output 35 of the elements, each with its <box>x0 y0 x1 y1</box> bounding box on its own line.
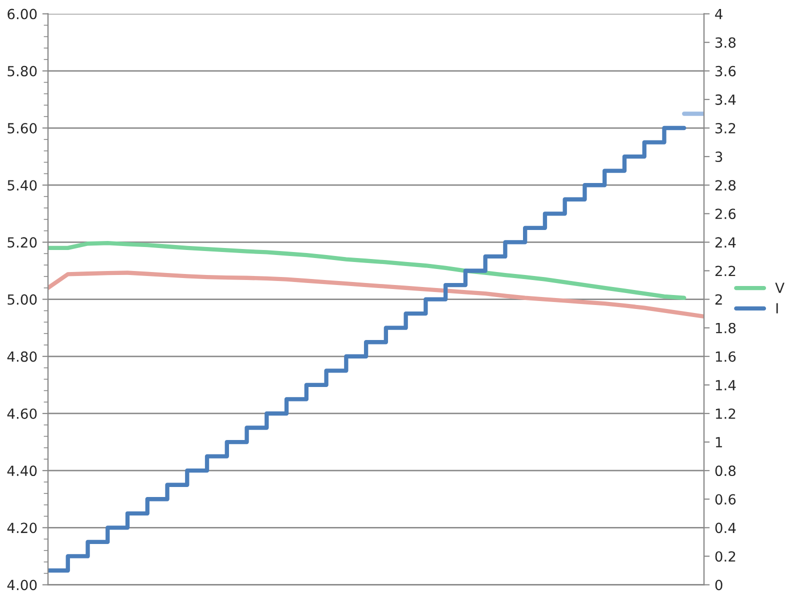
y-tick-label: 4.00 <box>7 580 37 590</box>
y-tick-label: 4.20 <box>7 522 37 534</box>
y2-tick-label: 1.6 <box>716 351 736 362</box>
y2-tick-label: 3 <box>715 152 722 162</box>
y-tick-label: 4.40 <box>7 466 37 476</box>
y2-tick-label: 0 <box>715 580 722 590</box>
y-tick-label: 5.60 <box>8 122 37 134</box>
y2-tick-label: 0.2 <box>715 551 736 562</box>
y2-tick-label: 1.8 <box>716 322 736 334</box>
legend-label: V <box>775 282 784 293</box>
y2-tick-label: 2.8 <box>715 180 736 191</box>
y-tick-label: 5.00 <box>8 294 37 305</box>
y2-tick-label: 0.4 <box>715 522 736 534</box>
y-tick-label: 6.00 <box>8 8 37 20</box>
y2-tick-label: 3.6 <box>715 66 736 76</box>
y2-tick-label: 2.2 <box>715 266 736 276</box>
y2-tick-label: 3.8 <box>715 37 736 48</box>
legend-label: I <box>776 303 778 314</box>
line-series <box>48 240 686 300</box>
y2-tick-label: 2 <box>715 294 722 305</box>
y2-tick-label: 2.6 <box>715 208 736 220</box>
y2-tick-label: 1.4 <box>716 380 736 390</box>
y2-tick-label: 1.2 <box>716 408 736 419</box>
y-tick-label: 5.80 <box>8 66 37 76</box>
y-tick-label: 5.40 <box>8 180 37 191</box>
y2-tick-label: 0.8 <box>715 466 736 476</box>
y2-tick-label: 1 <box>716 437 722 448</box>
y-tick-label: 4.60 <box>7 408 37 419</box>
y2-tick-label: 2.4 <box>715 237 736 248</box>
y2-tick-label: 0.6 <box>715 494 736 505</box>
y-tick-label: 4.80 <box>7 351 37 362</box>
y2-tick-label: 4 <box>715 8 722 20</box>
y2-tick-label: 3.2 <box>715 122 736 134</box>
y-tick-label: 5.20 <box>8 237 37 248</box>
y2-tick-label: 3.4 <box>715 94 736 105</box>
